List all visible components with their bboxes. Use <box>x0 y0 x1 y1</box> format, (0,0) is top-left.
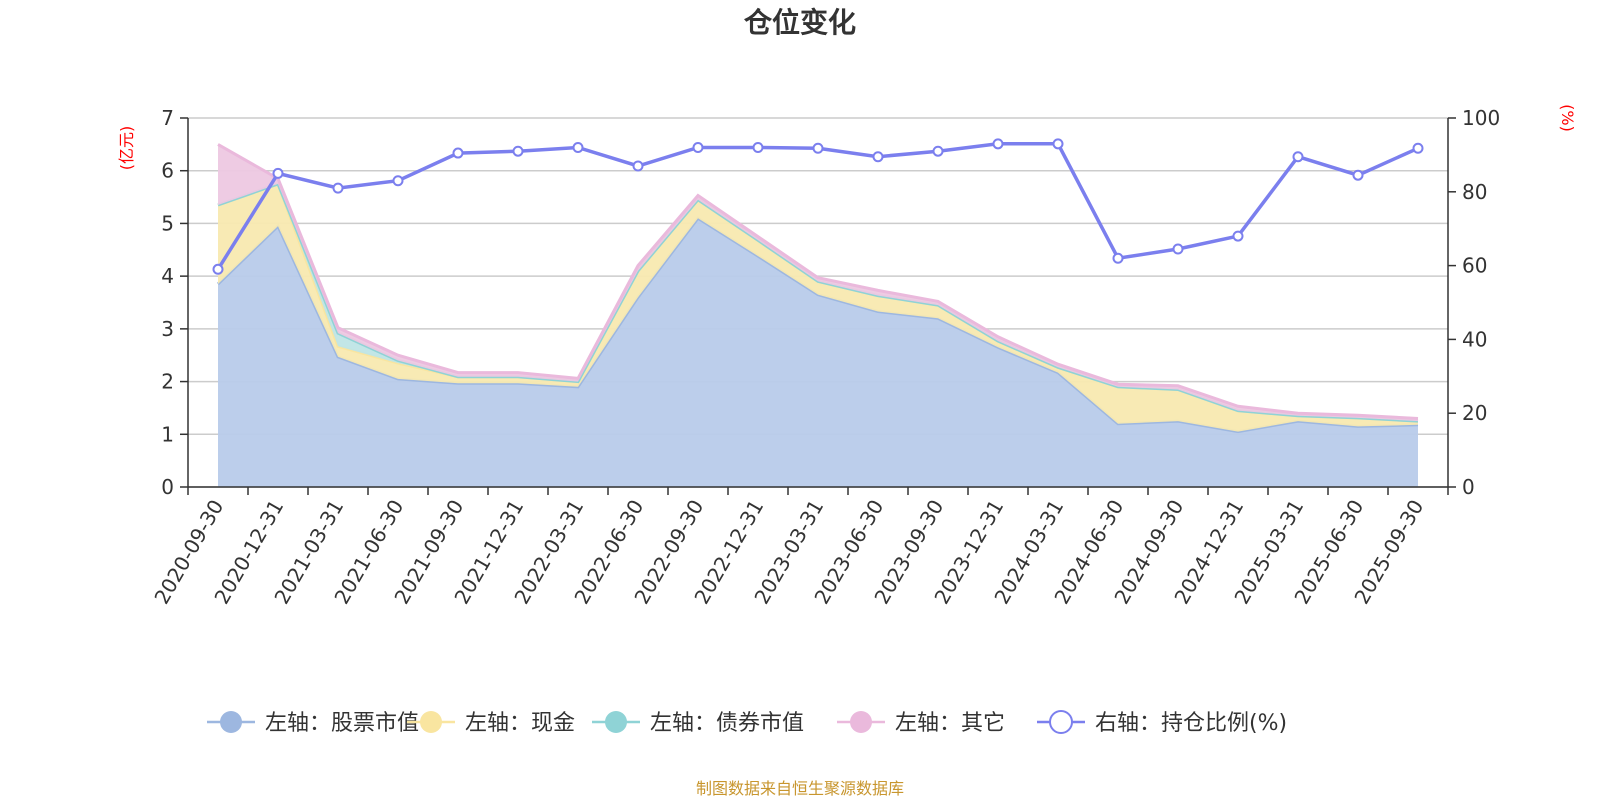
ratio-point <box>572 142 584 154</box>
legend-label: 左轴：现金 <box>465 711 575 736</box>
ratio-point <box>812 142 824 154</box>
right-tick-label: 60 <box>1462 254 1487 278</box>
ratio-line <box>216 142 1419 271</box>
ratio-point <box>992 138 1004 150</box>
left-tick-label: 6 <box>161 159 174 183</box>
ratio-point <box>452 147 464 159</box>
right-tick-label: 100 <box>1462 106 1500 130</box>
left-tick-label: 3 <box>161 317 174 341</box>
right-tick-label: 40 <box>1462 327 1487 351</box>
ratio-point <box>1232 230 1244 242</box>
legend-marker <box>420 711 442 733</box>
area-series-3-edge <box>217 143 1419 420</box>
left-tick-label: 0 <box>161 475 174 499</box>
left-tick-label: 7 <box>161 106 174 130</box>
left-tick-label: 5 <box>161 211 174 235</box>
left-axis-unit: (亿元) <box>117 126 136 171</box>
legend-marker <box>220 711 242 733</box>
legend-label: 左轴：债券市值 <box>650 711 804 736</box>
stacked-areas <box>216 143 1419 487</box>
ratio-point <box>392 175 404 187</box>
legend-marker <box>605 711 627 733</box>
ratio-point <box>692 142 704 154</box>
right-tick-label: 0 <box>1462 475 1475 499</box>
ratio-point <box>1052 138 1064 150</box>
chart-title: 仓位变化 <box>744 6 856 39</box>
ratio-point <box>1112 252 1124 264</box>
ratio-point <box>752 142 764 154</box>
ratio-point <box>632 160 644 172</box>
left-tick-label: 2 <box>161 370 174 394</box>
legend-item: 右轴：持仓比例(%) <box>1037 710 1287 736</box>
ratio-point <box>932 145 944 157</box>
left-tick-label: 4 <box>161 264 174 288</box>
source-note: 制图数据来自恒生聚源数据库 <box>696 779 904 798</box>
legend-marker <box>1049 710 1073 734</box>
legend-item: 左轴：债券市值 <box>592 711 804 736</box>
ratio-point <box>1172 243 1184 255</box>
ratio-line-series <box>212 138 1424 275</box>
legend-label: 右轴：持仓比例(%) <box>1095 711 1287 736</box>
ratio-point <box>212 263 224 275</box>
right-tick-label: 20 <box>1462 401 1487 425</box>
right-axis-unit: (%) <box>1558 104 1577 132</box>
ratio-point <box>512 145 524 157</box>
left-tick-label: 1 <box>161 422 174 446</box>
legend-item: 左轴：股票市值 <box>207 711 419 736</box>
ratio-point <box>332 182 344 194</box>
legend-item: 左轴：其它 <box>837 711 1005 736</box>
ratio-point <box>1412 142 1424 154</box>
ratio-point <box>1352 169 1364 181</box>
legend-label: 左轴：股票市值 <box>265 711 419 736</box>
ratio-point <box>872 151 884 163</box>
legend-item: 左轴：现金 <box>407 711 575 736</box>
ratio-point <box>272 167 284 179</box>
right-tick-label: 80 <box>1462 180 1487 204</box>
area-series-0 <box>218 218 1418 487</box>
ratio-point <box>1292 151 1304 163</box>
legend-label: 左轴：其它 <box>895 711 1005 736</box>
legend: 左轴：股票市值 左轴：现金 左轴：债券市值 左轴：其它 右轴：持仓比例(%) <box>207 710 1287 736</box>
legend-marker <box>850 711 872 733</box>
